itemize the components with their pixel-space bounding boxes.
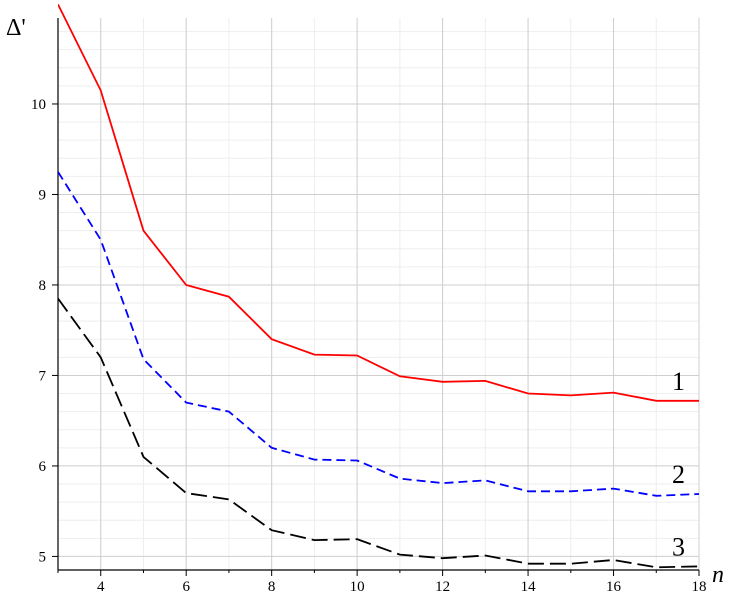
x-tick-label: 10 [350,579,365,595]
series-label-2: 2 [672,460,685,489]
series-line-1 [58,4,699,402]
y-tick-label: 5 [39,549,47,565]
x-tick-label: 12 [435,579,450,595]
major-grid [58,18,700,570]
y-tick-label: 6 [39,459,47,475]
y-tick-label: 9 [39,187,47,203]
series-lines [58,4,700,569]
series-labels: 1 2 3 [672,367,685,562]
x-tick-label: 14 [521,579,537,595]
x-tick-label: 16 [606,579,622,595]
axes [52,18,700,576]
series-label-1: 1 [672,367,685,396]
series-line-2 [58,171,700,497]
y-tick-label: 10 [31,97,46,113]
x-axis-label: n [712,562,724,588]
x-tick-label: 18 [692,579,707,595]
x-tick-label: 4 [97,579,105,595]
series-label-3: 3 [672,532,685,561]
x-tick-label: 6 [182,579,190,595]
y-tick-label: 8 [39,278,47,294]
y-axis-label: Δ' [6,15,26,41]
y-tick-label: 7 [39,368,47,384]
minor-grid [57,18,700,570]
x-tick-label: 8 [268,579,276,595]
series-line-3 [58,297,700,569]
